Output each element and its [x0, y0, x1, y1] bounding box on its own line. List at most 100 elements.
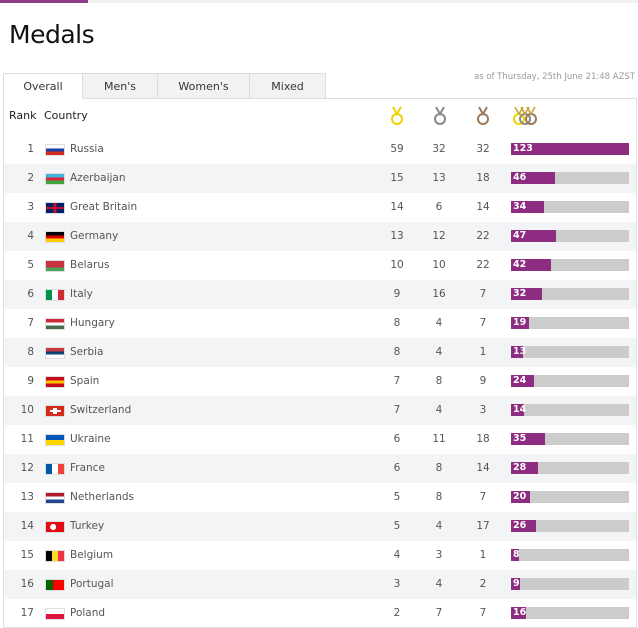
flag-hu-icon	[45, 318, 65, 330]
bronze-count: 1	[479, 346, 487, 358]
table-row[interactable]: 13 Netherlands 5 8 7 20	[4, 483, 636, 512]
total-bar: 16	[511, 607, 629, 619]
gold-count: 6	[393, 433, 401, 445]
total-count: 13	[513, 346, 527, 357]
table-row[interactable]: 11 Ukraine 6 11 18 35	[4, 425, 636, 454]
gold-count: 4	[393, 549, 401, 561]
rank: 2	[27, 172, 34, 184]
country-name[interactable]: Italy	[70, 288, 93, 300]
table-row[interactable]: 5 Belarus 10 10 22 42	[4, 251, 636, 280]
silver-count: 4	[435, 404, 443, 416]
gold-count: 5	[393, 491, 401, 503]
silver-count: 10	[432, 259, 446, 271]
bronze-count: 17	[476, 520, 490, 532]
gold-count: 7	[393, 375, 401, 387]
country-name[interactable]: Serbia	[70, 346, 104, 358]
table-row[interactable]: 10 Switzerland 7 4 3 14	[4, 396, 636, 425]
silver-count: 7	[435, 607, 443, 619]
country-name[interactable]: Netherlands	[70, 491, 135, 503]
total-bar-fill	[511, 462, 538, 474]
total-count: 24	[513, 375, 527, 386]
total-bar-fill	[511, 259, 552, 271]
country-name[interactable]: Belarus	[70, 259, 110, 271]
silver-count: 12	[432, 230, 446, 242]
silver-count: 32	[432, 143, 446, 155]
bronze-count: 18	[476, 433, 490, 445]
tab-mixed[interactable]: Mixed	[250, 73, 326, 99]
flag-it-icon	[45, 289, 65, 301]
gold-count: 59	[390, 143, 404, 155]
table-row[interactable]: 7 Hungary 8 4 7 19	[4, 309, 636, 338]
country-name[interactable]: Portugal	[70, 578, 114, 590]
tab-womens[interactable]: Women's	[158, 73, 250, 99]
tab-mens[interactable]: Men's	[83, 73, 158, 99]
total-bar: 24	[511, 375, 629, 387]
total-bar-fill	[511, 288, 542, 300]
total-bar: 9	[511, 578, 629, 590]
country-name[interactable]: Switzerland	[70, 404, 132, 416]
bronze-medal-icon	[477, 106, 489, 125]
table-row[interactable]: 14 Turkey 5 4 17 26	[4, 512, 636, 541]
table-row[interactable]: 9 Spain 7 8 9 24	[4, 367, 636, 396]
bronze-count: 14	[476, 201, 490, 213]
total-bar-fill	[511, 346, 524, 358]
country-name[interactable]: Russia	[70, 143, 104, 155]
timestamp: as of Thursday, 25th June 21:48 AZST	[473, 72, 635, 82]
country-name[interactable]: Azerbaijan	[70, 172, 126, 184]
gold-count: 8	[393, 346, 401, 358]
country-name[interactable]: Turkey	[70, 520, 105, 532]
tab-bar: Overall Men's Women's Mixed	[3, 73, 326, 99]
tab-overall[interactable]: Overall	[3, 73, 83, 99]
flag-be-icon	[45, 550, 65, 562]
table-row[interactable]: 3 Great Britain 14 6 14 34	[4, 193, 636, 222]
table-row[interactable]: 17 Poland 2 7 7 16	[4, 599, 636, 628]
gold-count: 3	[393, 578, 401, 590]
total-bar-fill	[511, 375, 535, 387]
bronze-count: 3	[479, 404, 487, 416]
rank: 15	[20, 549, 34, 561]
gold-count: 13	[390, 230, 404, 242]
table-row[interactable]: 2 Azerbaijan 15 13 18 46	[4, 164, 636, 193]
country-name[interactable]: Germany	[70, 230, 119, 242]
flag-rs-icon	[45, 347, 65, 359]
country-name[interactable]: Spain	[70, 375, 100, 387]
total-bar-fill	[511, 520, 536, 532]
total-bar: 8	[511, 549, 629, 561]
bronze-count: 14	[476, 462, 490, 474]
country-name[interactable]: Ukraine	[70, 433, 111, 445]
total-count: 9	[513, 578, 520, 589]
rank: 6	[27, 288, 34, 300]
flag-ua-icon	[45, 434, 65, 446]
country-name[interactable]: Poland	[70, 607, 106, 619]
total-bar-fill	[511, 230, 557, 242]
rank: 7	[27, 317, 34, 329]
table-row[interactable]: 12 France 6 8 14 28	[4, 454, 636, 483]
silver-count: 13	[432, 172, 446, 184]
country-name[interactable]: Great Britain	[70, 201, 138, 213]
silver-count: 4	[435, 317, 443, 329]
bronze-count: 7	[479, 491, 487, 503]
rank: 3	[27, 201, 34, 213]
table-row[interactable]: 15 Belgium 4 3 1 8	[4, 541, 636, 570]
rank: 8	[27, 346, 34, 358]
table-row[interactable]: 8 Serbia 8 4 1 13	[4, 338, 636, 367]
country-name[interactable]: Belgium	[70, 549, 114, 561]
bronze-count: 22	[476, 230, 490, 242]
table-row[interactable]: 4 Germany 13 12 22 47	[4, 222, 636, 251]
silver-medal-icon	[434, 106, 446, 125]
total-bar-fill	[511, 404, 525, 416]
flag-nl-icon	[45, 492, 65, 504]
table-row[interactable]: 1 Russia 59 32 32 123	[4, 135, 636, 164]
total-bar: 123	[511, 143, 629, 155]
flag-es-icon	[45, 376, 65, 388]
bronze-count: 2	[479, 578, 487, 590]
country-name[interactable]: France	[70, 462, 105, 474]
total-bar: 34	[511, 201, 629, 213]
table-header: Rank Country	[4, 106, 636, 126]
total-medals-icon	[513, 106, 537, 125]
table-row[interactable]: 16 Portugal 3 4 2 9	[4, 570, 636, 599]
silver-count: 8	[435, 491, 443, 503]
table-row[interactable]: 6 Italy 9 16 7 32	[4, 280, 636, 309]
country-name[interactable]: Hungary	[70, 317, 115, 329]
rank: 9	[27, 375, 34, 387]
